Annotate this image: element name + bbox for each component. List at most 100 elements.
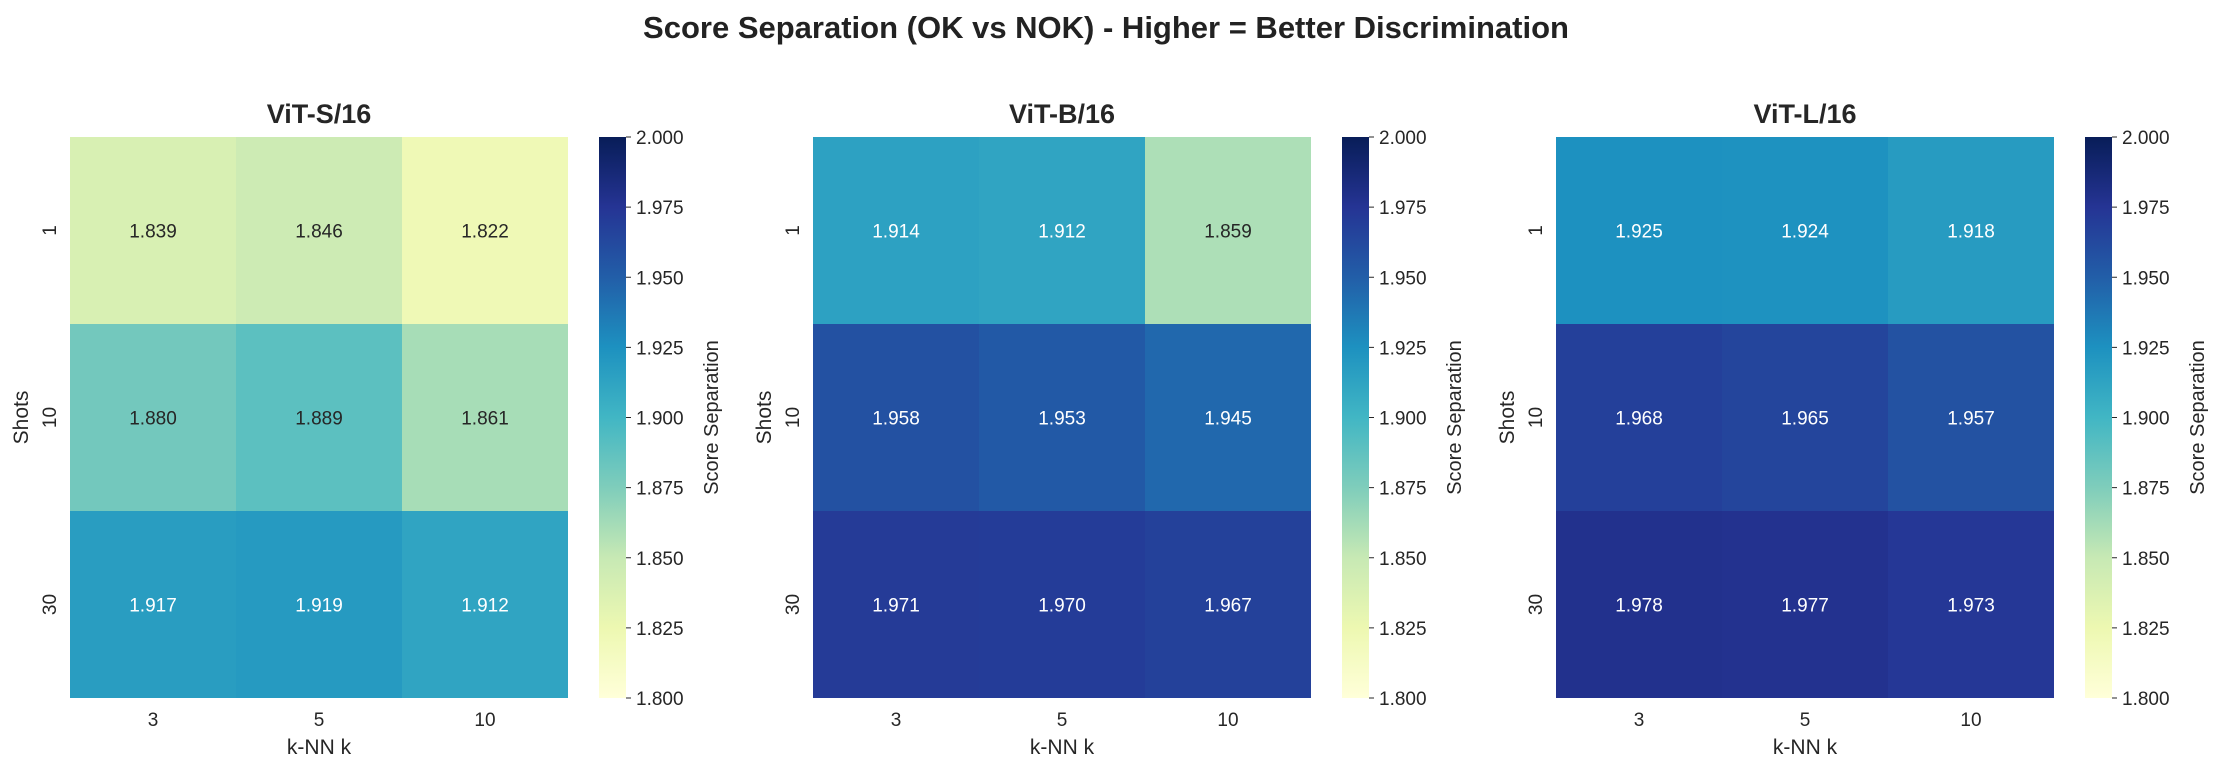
colorbar-tick-label: 1.825: [1379, 619, 1427, 640]
colorbar-tick-label: 1.825: [636, 619, 684, 640]
panel-title: ViT-B/16: [1009, 99, 1115, 129]
colorbar-tick-label: 1.900: [636, 409, 684, 430]
x-tick-label: 10: [474, 710, 495, 731]
colorbar-tick-label: 1.875: [636, 479, 684, 500]
heatmap-panel-2: ViT-B/16 1.914 1.912 1.859 1.958 1.953 1.945 1.…: [753, 99, 1466, 759]
x-tick-label: 10: [1217, 710, 1238, 731]
heatmap-cell: [70, 511, 236, 698]
colorbar-tick-label: 1.825: [2122, 619, 2170, 640]
figure-title: Score Separation (OK vs NOK) - Higher = …: [643, 10, 1569, 45]
colorbar-label: Score Separation: [2187, 340, 2209, 495]
colorbar: [1342, 137, 1369, 698]
heatmap-cell: [70, 137, 236, 324]
heatmap-cell: [979, 511, 1145, 698]
cell-value-label: 1.945: [1204, 409, 1252, 430]
colorbar-tick-label: 1.925: [1379, 338, 1427, 359]
colorbar-label: Score Separation: [1444, 340, 1466, 495]
heatmap-cell: [236, 511, 402, 698]
heatmap-cell: [402, 511, 568, 698]
cell-value-label: 1.973: [1947, 596, 1995, 617]
x-tick-label: 5: [1800, 710, 1811, 731]
heatmap-cell: [1888, 137, 2054, 324]
cell-value-label: 1.919: [295, 596, 343, 617]
heatmap-cell: [813, 324, 979, 511]
y-tick-label: 10: [783, 407, 804, 428]
colorbar-tick-label: 1.950: [2122, 268, 2170, 289]
y-tick-label: 1: [1526, 225, 1547, 236]
panel-title: ViT-S/16: [267, 99, 372, 129]
cell-value-label: 1.924: [1781, 222, 1829, 243]
cell-value-label: 1.822: [461, 222, 509, 243]
colorbar-tick-label: 2.000: [2122, 128, 2170, 149]
cell-value-label: 1.859: [1204, 222, 1252, 243]
cell-value-label: 1.958: [872, 409, 920, 430]
heatmap-cell: [1722, 324, 1888, 511]
panel-title: ViT-L/16: [1753, 99, 1856, 129]
x-tick-label: 5: [314, 710, 325, 731]
y-tick-label: 10: [40, 407, 61, 428]
colorbar: [599, 137, 626, 698]
colorbar-label: Score Separation: [701, 340, 723, 495]
heatmap-cell: [1722, 137, 1888, 324]
colorbar-tick-label: 1.900: [1379, 409, 1427, 430]
colorbar: [2085, 137, 2112, 698]
colorbar-tick-label: 1.800: [636, 689, 684, 710]
cell-value-label: 1.925: [1615, 222, 1663, 243]
heatmap-cell: [70, 324, 236, 511]
colorbar-tick-label: 1.975: [636, 198, 684, 219]
heatmap-cell: [979, 137, 1145, 324]
cell-value-label: 1.957: [1947, 409, 1995, 430]
y-axis-label: Shots: [753, 391, 776, 445]
heatmap-cell: [236, 324, 402, 511]
cell-value-label: 1.971: [872, 596, 920, 617]
x-tick-label: 3: [148, 710, 159, 731]
heatmap-cell: [1145, 324, 1311, 511]
colorbar-tick-label: 1.800: [1379, 689, 1427, 710]
heatmap-cell: [813, 511, 979, 698]
heatmap-cell: [1888, 511, 2054, 698]
cell-value-label: 1.968: [1615, 409, 1663, 430]
x-tick-label: 10: [1960, 710, 1981, 731]
cell-value-label: 1.914: [872, 222, 920, 243]
colorbar-tick-label: 1.850: [636, 549, 684, 570]
cell-value-label: 1.965: [1781, 409, 1829, 430]
colorbar-tick-label: 1.975: [2122, 198, 2170, 219]
heatmap-cell: [236, 137, 402, 324]
y-tick-label: 30: [783, 594, 804, 615]
colorbar-tick-label: 1.950: [636, 268, 684, 289]
heatmap-cell: [1145, 137, 1311, 324]
heatmap-cell: [1556, 137, 1722, 324]
heatmap-cell: [1556, 324, 1722, 511]
y-axis-label: Shots: [10, 391, 33, 445]
colorbar-tick-label: 2.000: [636, 128, 684, 149]
heatmap-cell: [813, 137, 979, 324]
colorbar-tick-label: 1.950: [1379, 268, 1427, 289]
x-axis-label: k-NN k: [1773, 736, 1838, 759]
cell-value-label: 1.918: [1947, 222, 1995, 243]
x-axis-label: k-NN k: [287, 736, 352, 759]
colorbar-tick-label: 1.900: [2122, 409, 2170, 430]
y-tick-label: 1: [40, 225, 61, 236]
cell-value-label: 1.880: [129, 409, 177, 430]
cell-value-label: 1.912: [461, 596, 509, 617]
heatmap-cell: [1888, 324, 2054, 511]
cell-value-label: 1.953: [1038, 409, 1086, 430]
colorbar-tick-label: 1.875: [1379, 479, 1427, 500]
colorbar-tick-label: 1.925: [2122, 338, 2170, 359]
heatmap-cell: [1145, 511, 1311, 698]
y-axis-label: Shots: [1496, 391, 1519, 445]
y-tick-label: 30: [1526, 594, 1547, 615]
heatmap-cell: [1556, 511, 1722, 698]
colorbar-tick-label: 1.925: [636, 338, 684, 359]
x-tick-label: 5: [1057, 710, 1068, 731]
colorbar-tick-label: 1.875: [2122, 479, 2170, 500]
cell-value-label: 1.912: [1038, 222, 1086, 243]
cell-value-label: 1.978: [1615, 596, 1663, 617]
colorbar-tick-label: 1.850: [2122, 549, 2170, 570]
colorbar-tick-label: 1.975: [1379, 198, 1427, 219]
heatmap-cell: [402, 324, 568, 511]
heatmap-cell: [402, 137, 568, 324]
x-tick-label: 3: [891, 710, 902, 731]
colorbar-tick-label: 1.850: [1379, 549, 1427, 570]
